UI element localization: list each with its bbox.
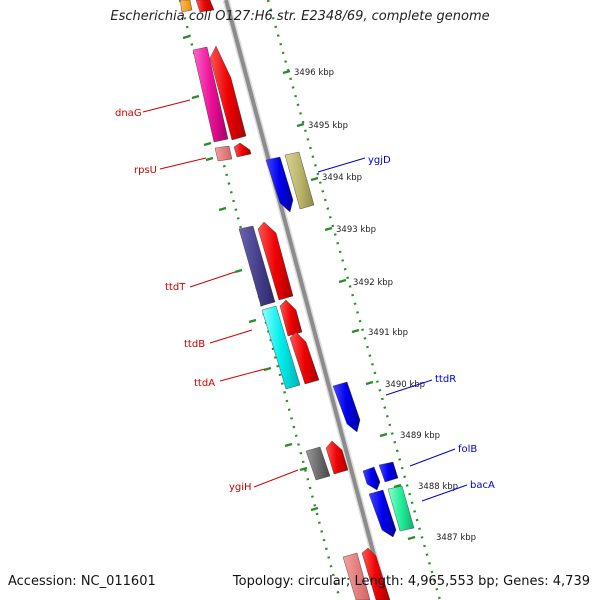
backbone <box>222 0 390 600</box>
tick-label: 3495 kbp <box>308 121 348 131</box>
gene-bacA-blue <box>368 489 397 538</box>
gene-red-top <box>195 0 215 13</box>
gene-ygjD <box>284 151 315 210</box>
gene-ygiH <box>305 446 331 481</box>
gene-label-bacA: bacA <box>470 480 495 491</box>
tick-label: 3494 kbp <box>322 173 362 183</box>
tick-labels: 3496 kbp 3495 kbp 3494 kbp 3493 kbp 3492… <box>294 68 476 543</box>
label-connectors <box>142 99 468 502</box>
tick-label: 3490 kbp <box>385 380 425 390</box>
gene-ttdB <box>279 299 303 337</box>
outer-ring-marks <box>182 34 319 512</box>
map-title: Escherichia coli O127:H6 str. E2348/69, … <box>110 9 490 24</box>
gene-orange <box>179 0 193 13</box>
gene-red-b <box>233 142 252 158</box>
gene-folB <box>362 466 381 491</box>
gene-bacA <box>387 485 415 532</box>
reverse-genes <box>265 151 415 538</box>
gene-ttdR <box>332 381 361 433</box>
gene-label-dnaG: dnaG <box>115 108 142 119</box>
gene-labels: dnaG rpsU ttdT ttdB ttdA ygiH ygjD ttdR … <box>115 108 495 493</box>
gene-lightred-bottom <box>342 552 371 600</box>
gene-label-ttdT: ttdT <box>165 282 186 293</box>
tick-label: 3489 kbp <box>400 431 440 441</box>
gene-red-c <box>257 221 294 301</box>
gene-dnaG <box>192 46 229 143</box>
gene-ttdT <box>238 225 276 307</box>
gene-ygjD-blue <box>265 156 294 213</box>
gene-ttdA <box>261 305 301 390</box>
gene-label-ygiH: ygiH <box>229 482 252 493</box>
gene-folB-b <box>378 461 399 483</box>
gene-label-ygjD: ygjD <box>368 155 391 166</box>
gene-rpsU <box>214 145 233 162</box>
gene-red-e <box>325 440 349 475</box>
gene-red-d <box>289 331 320 385</box>
tick-label: 3492 kbp <box>353 278 393 288</box>
genome-summary: Topology: circular; Length: 4,965,553 bp… <box>232 574 590 589</box>
accession-label: Accession: NC_011601 <box>8 574 156 589</box>
tick-marks <box>282 69 416 541</box>
tick-label: 3491 kbp <box>368 328 408 338</box>
forward-genes <box>179 0 391 600</box>
gene-label-rpsU: rpsU <box>134 165 157 176</box>
gene-label-folB: folB <box>458 444 477 455</box>
tick-label: 3487 kbp <box>436 533 476 543</box>
gene-label-ttdA: ttdA <box>194 378 215 389</box>
tick-label: 3496 kbp <box>294 68 334 78</box>
ring-inner-dots <box>266 0 442 600</box>
gene-red-a <box>209 45 247 141</box>
tick-label: 3493 kbp <box>336 225 376 235</box>
gene-label-ttdB: ttdB <box>184 339 205 350</box>
tick-label: 3488 kbp <box>418 482 458 492</box>
gene-red-bottom <box>361 547 391 600</box>
gene-label-ttdR: ttdR <box>435 374 456 385</box>
